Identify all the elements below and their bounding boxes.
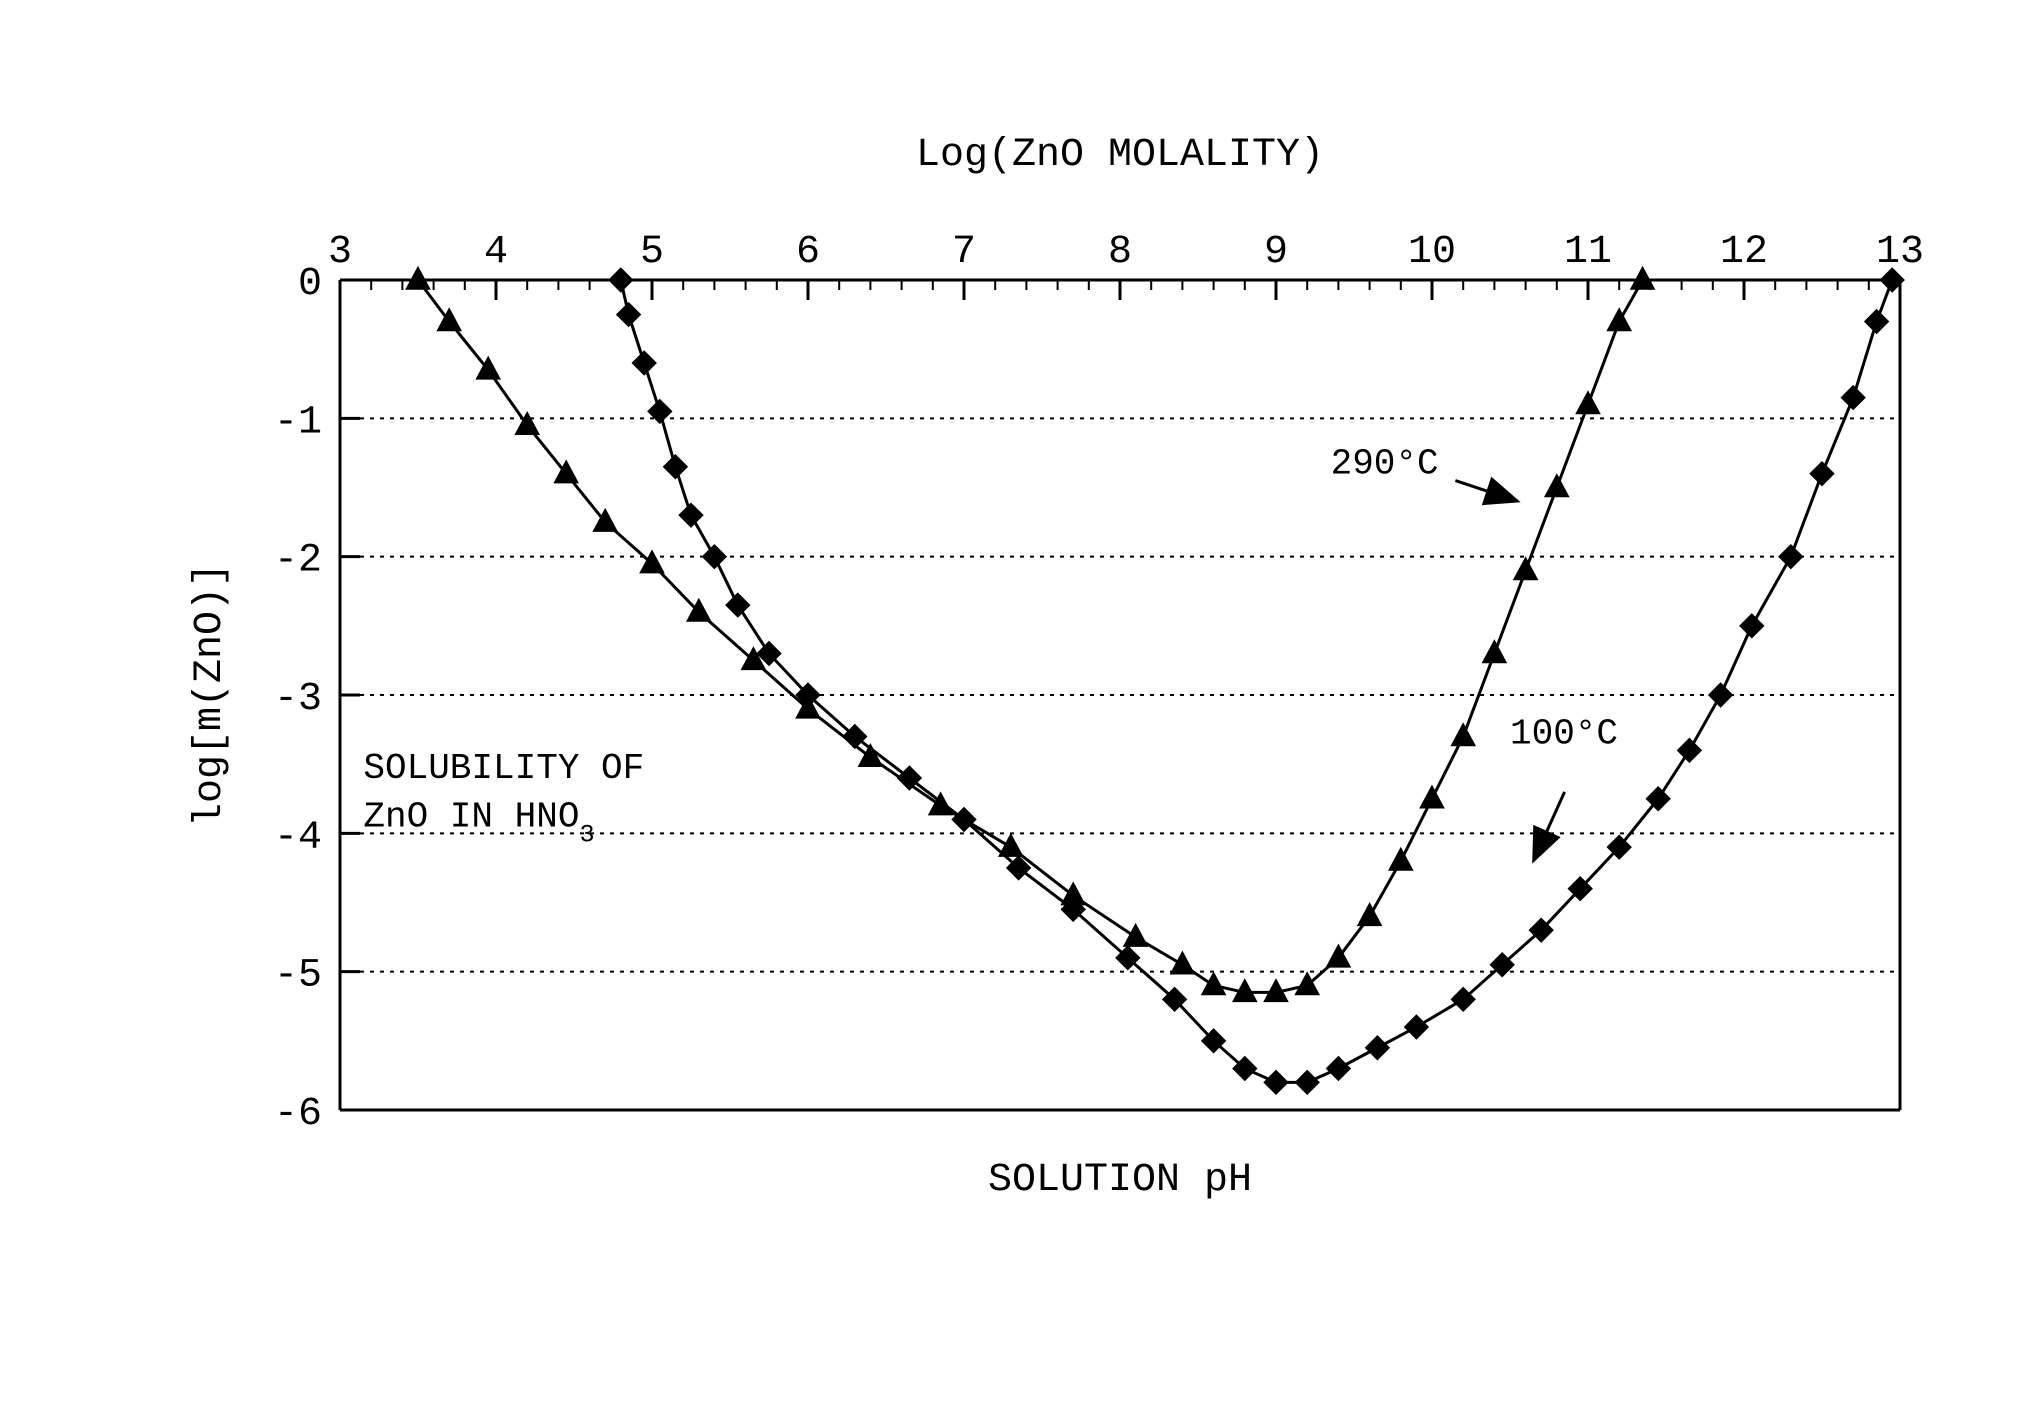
y-tick-label: -3 <box>274 677 322 722</box>
x-tick-label: 12 <box>1720 230 1768 275</box>
x-tick-label: 7 <box>952 230 976 275</box>
x-tick-label: 13 <box>1876 230 1924 275</box>
y-axis-label: log[m(ZnO)] <box>188 563 233 827</box>
x-tick-label: 5 <box>640 230 664 275</box>
chart-svg: Log(ZnO MOLALITY) 3 4 5 6 7 8 9 10 11 12 13 -6 -5 -4 -3… <box>0 0 2035 1403</box>
chart-root: Log(ZnO MOLALITY) 3 4 5 6 7 8 9 10 11 12 13 -6 -5 -4 -3… <box>0 0 2035 1403</box>
annotation-text: 290°C <box>1331 444 1439 485</box>
y-tick-label: 0 <box>298 262 322 307</box>
x-axis-label: SOLUTION pH <box>988 1158 1252 1203</box>
y-tick-label: -4 <box>274 815 322 860</box>
x-tick-label: 8 <box>1108 230 1132 275</box>
x-tick-label: 11 <box>1564 230 1612 275</box>
x-tick-label: 6 <box>796 230 820 275</box>
x-tick-label: 9 <box>1264 230 1288 275</box>
y-tick-label: -5 <box>274 954 322 999</box>
annotation-text: SOLUBILITY OF <box>363 748 644 789</box>
y-tick-label: -6 <box>274 1092 322 1137</box>
y-tick-label: -1 <box>274 400 322 445</box>
x-tick-label: 3 <box>328 230 352 275</box>
chart-title: Log(ZnO MOLALITY) <box>916 133 1324 178</box>
annotation-text: 100°C <box>1510 713 1618 754</box>
x-tick-label: 4 <box>484 230 508 275</box>
x-tick-label: 10 <box>1408 230 1456 275</box>
y-tick-label: -2 <box>274 539 322 584</box>
